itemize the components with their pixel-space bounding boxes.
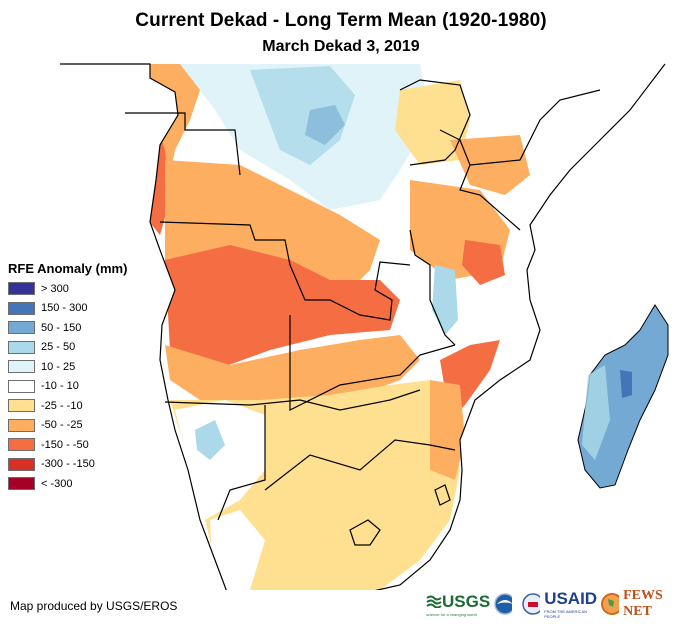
legend-swatch bbox=[8, 379, 35, 393]
legend-item: < -300 bbox=[8, 474, 127, 494]
legend-label: 50 - 150 bbox=[41, 321, 82, 334]
region-dry-mozambique bbox=[430, 380, 465, 480]
region-very-dry-gabon bbox=[120, 120, 170, 235]
legend-item: -150 - -50 bbox=[8, 435, 127, 455]
legend-label: -300 - -150 bbox=[41, 458, 95, 471]
legend-item: -50 - -25 bbox=[8, 416, 127, 436]
noaa-logo-icon bbox=[494, 593, 513, 615]
legend-swatch bbox=[8, 457, 35, 471]
map-title: Current Dekad - Long Term Mean (1920-198… bbox=[135, 10, 547, 31]
legend-item: -10 - 10 bbox=[8, 377, 127, 397]
legend-title: RFE Anomaly (mm) bbox=[8, 261, 128, 276]
region-wet-namibia bbox=[195, 420, 225, 460]
legend-item: 150 - 300 bbox=[8, 299, 127, 319]
legend-label: -150 - -50 bbox=[41, 438, 89, 451]
legend-item: 10 - 25 bbox=[8, 357, 127, 377]
legend-swatch bbox=[8, 301, 35, 315]
agency-logos: USGS science for a changing world USAID … bbox=[426, 588, 682, 620]
legend: RFE Anomaly (mm) > 300 150 - 300 50 - 150 2… bbox=[8, 261, 127, 494]
legend-label: -25 - -10 bbox=[41, 399, 83, 412]
legend-swatch bbox=[8, 438, 35, 452]
legend-label: > 300 bbox=[41, 282, 69, 295]
legend-label: < -300 bbox=[41, 477, 73, 490]
fewsnet-logo: FEWS NET bbox=[623, 588, 663, 619]
legend-label: 10 - 25 bbox=[41, 360, 76, 373]
usaid-logo: USAID FROM THE AMERICAN PEOPLE bbox=[544, 589, 598, 619]
legend-swatch bbox=[8, 399, 35, 413]
legend-label: -10 - 10 bbox=[41, 380, 79, 393]
legend-item: 25 - 50 bbox=[8, 338, 127, 358]
usgs-waves-icon bbox=[426, 595, 442, 608]
region-near-normal-cape bbox=[210, 510, 265, 590]
country-borders bbox=[60, 63, 666, 590]
region-very-dry-angola bbox=[165, 245, 400, 370]
legend-swatch bbox=[8, 418, 35, 432]
legend-swatch bbox=[8, 282, 35, 296]
legend-label: -50 - -25 bbox=[41, 419, 83, 432]
legend-item: > 300 bbox=[8, 279, 127, 299]
map-credit: Map produced by USGS/EROS bbox=[10, 599, 178, 613]
madagascar-light-west bbox=[582, 365, 610, 460]
region-dry-kenya bbox=[450, 135, 530, 195]
usaid-seal-icon bbox=[522, 593, 541, 615]
legend-item: -300 - -150 bbox=[8, 455, 127, 475]
legend-label: 25 - 50 bbox=[41, 341, 76, 354]
region-near-normal-horn bbox=[540, 64, 665, 170]
legend-label: 150 - 300 bbox=[41, 302, 88, 315]
legend-item: 50 - 150 bbox=[8, 318, 127, 338]
map-subtitle: March Dekad 3, 2019 bbox=[262, 38, 420, 55]
legend-items: > 300 150 - 300 50 - 150 25 - 50 10 - 25 -10 … bbox=[8, 279, 127, 494]
land-layer bbox=[60, 64, 665, 590]
region-wet-north-3 bbox=[305, 105, 345, 145]
region-very-dry-tanzania bbox=[462, 240, 505, 285]
legend-swatch bbox=[8, 360, 35, 374]
fewsnet-globe-icon bbox=[601, 593, 620, 615]
region-wet-malawi bbox=[432, 265, 458, 335]
rainfall-anomaly-map bbox=[60, 63, 669, 590]
legend-swatch bbox=[8, 477, 35, 491]
madagascar-wet-core bbox=[620, 370, 632, 398]
legend-swatch bbox=[8, 321, 35, 335]
legend-item: -25 - -10 bbox=[8, 396, 127, 416]
usgs-logo: USGS science for a changing world bbox=[426, 591, 491, 617]
region-mild-dry-uganda bbox=[395, 80, 470, 165]
legend-swatch bbox=[8, 340, 35, 354]
